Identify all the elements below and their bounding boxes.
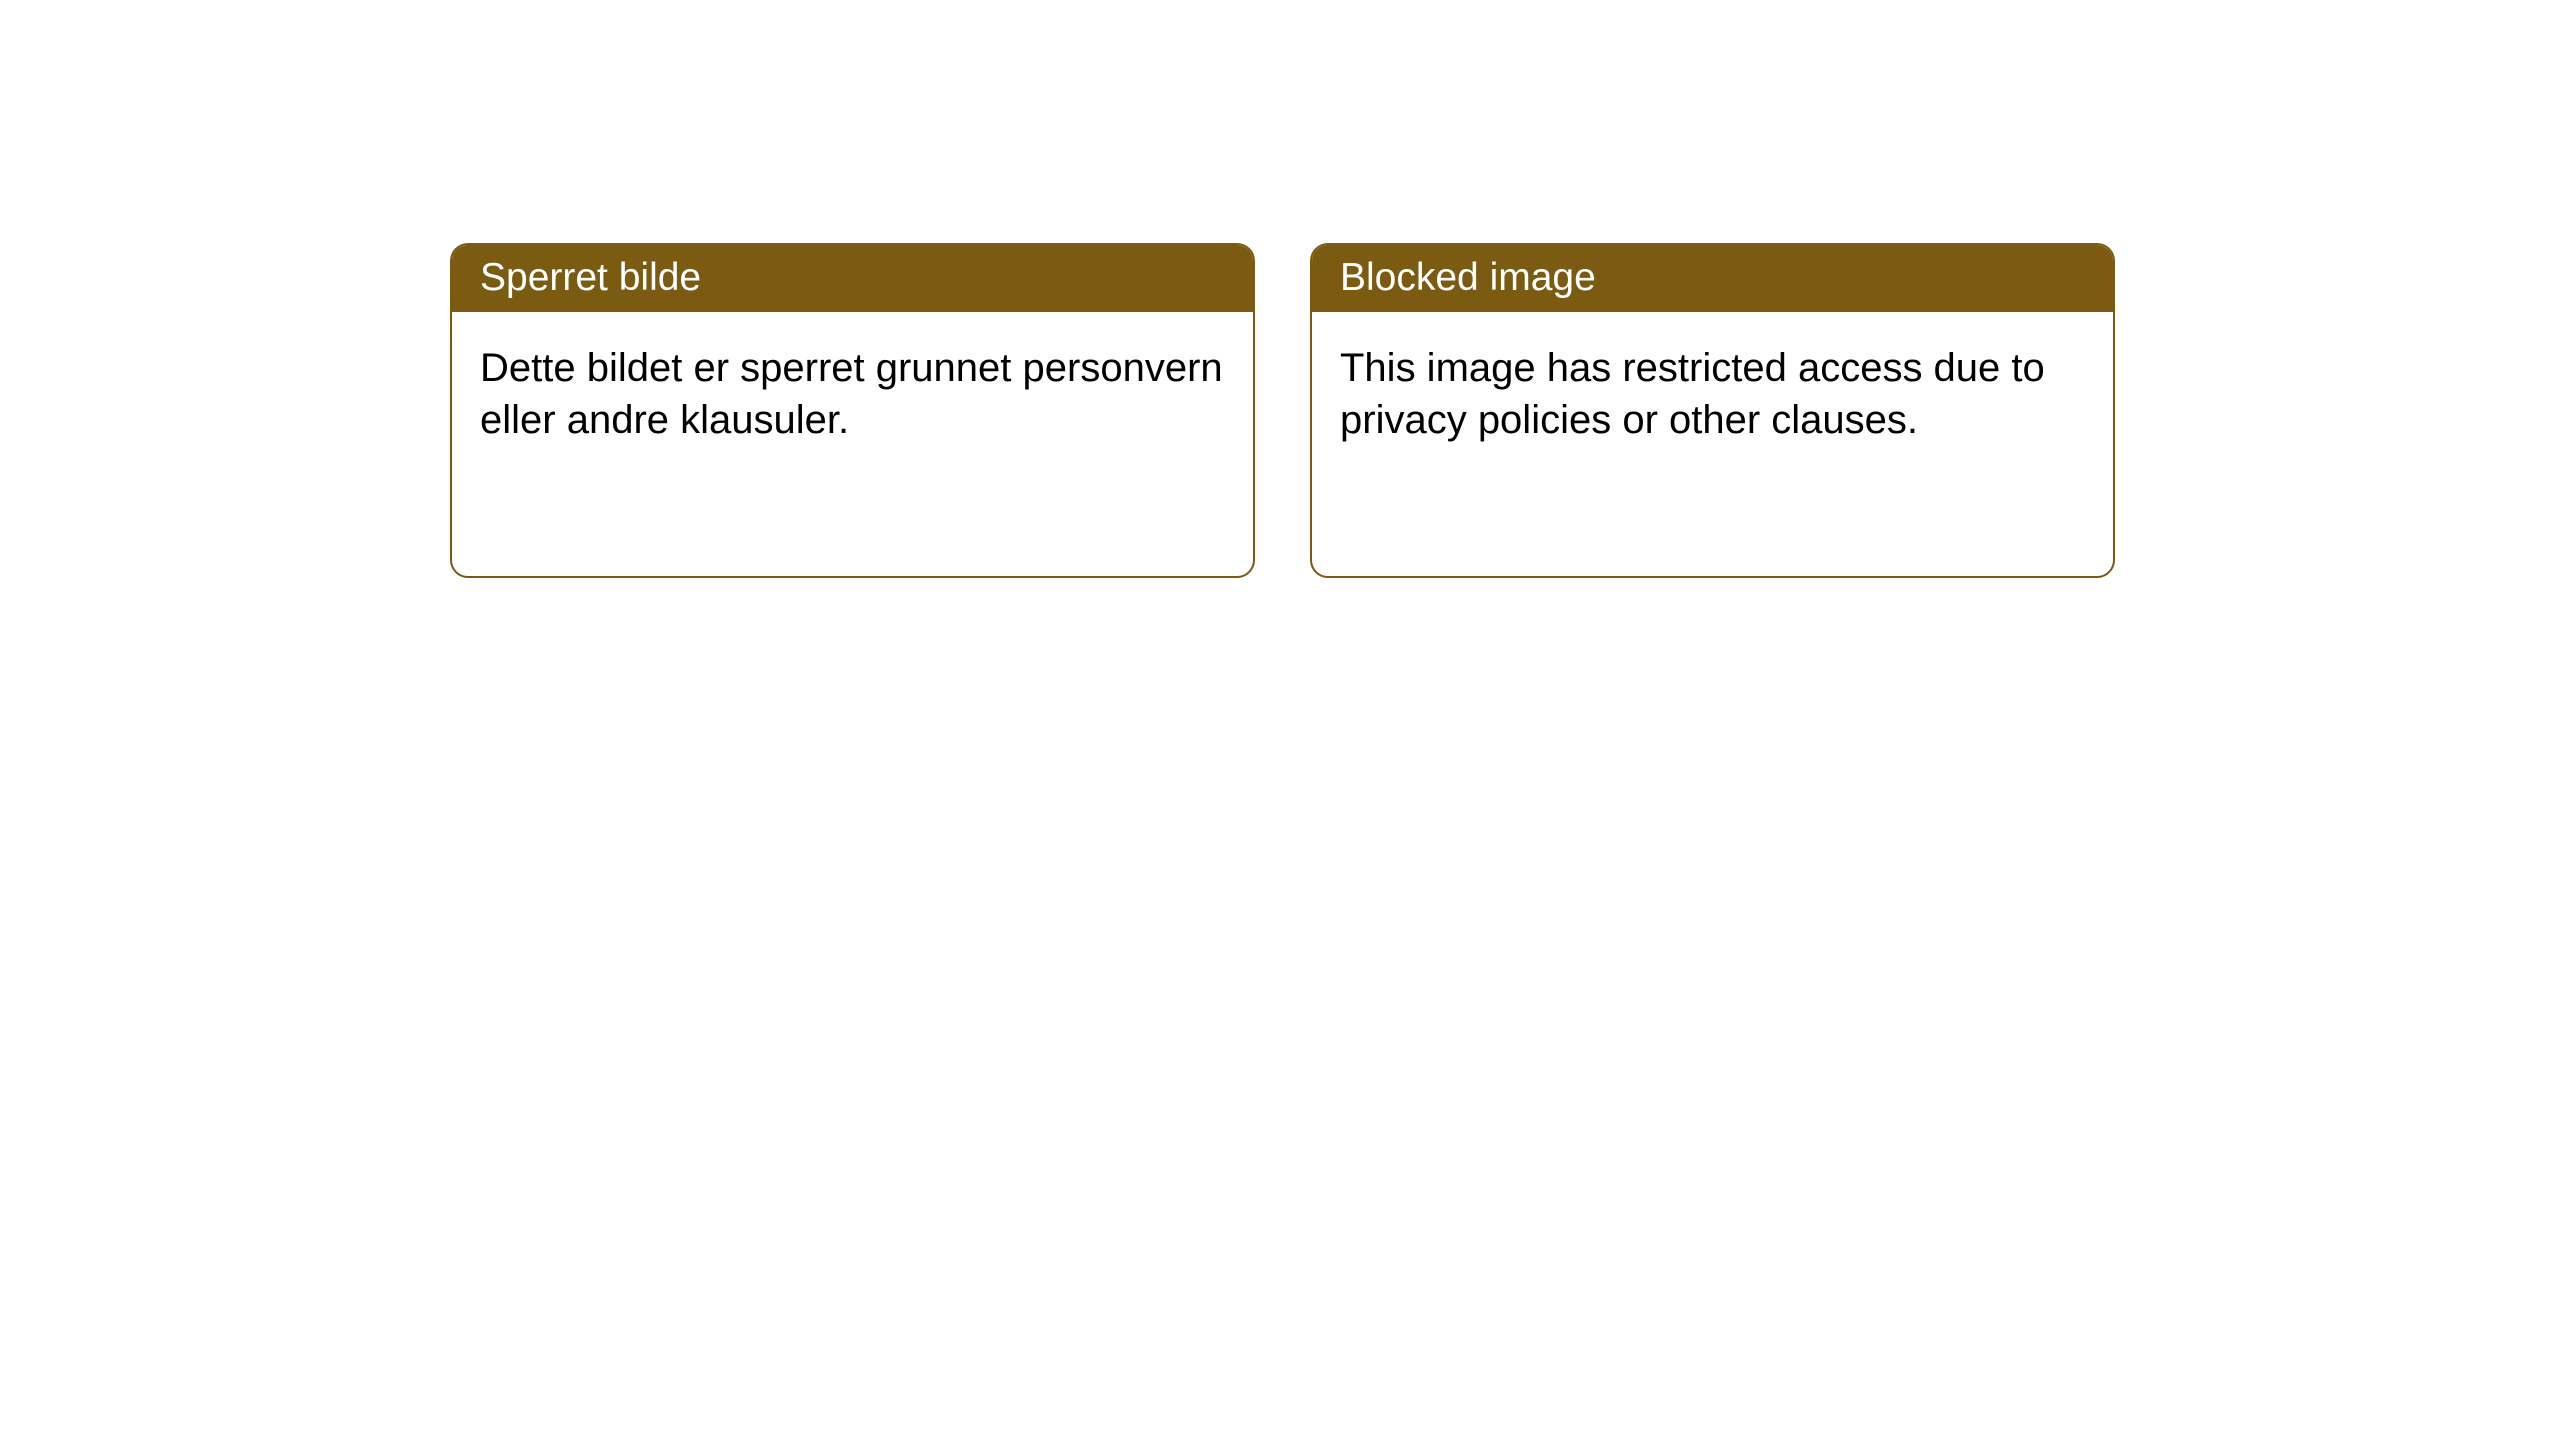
notice-body: Dette bildet er sperret grunnet personve… <box>452 312 1253 476</box>
notice-card-english: Blocked image This image has restricted … <box>1310 243 2115 578</box>
notice-text: Dette bildet er sperret grunnet personve… <box>480 346 1223 442</box>
notice-title: Sperret bilde <box>480 256 701 299</box>
notice-header: Blocked image <box>1312 245 2113 312</box>
notice-text: This image has restricted access due to … <box>1340 346 2045 442</box>
notice-container: Sperret bilde Dette bildet er sperret gr… <box>450 243 2115 578</box>
notice-header: Sperret bilde <box>452 245 1253 312</box>
notice-title: Blocked image <box>1340 256 1596 299</box>
notice-body: This image has restricted access due to … <box>1312 312 2113 476</box>
notice-card-norwegian: Sperret bilde Dette bildet er sperret gr… <box>450 243 1255 578</box>
